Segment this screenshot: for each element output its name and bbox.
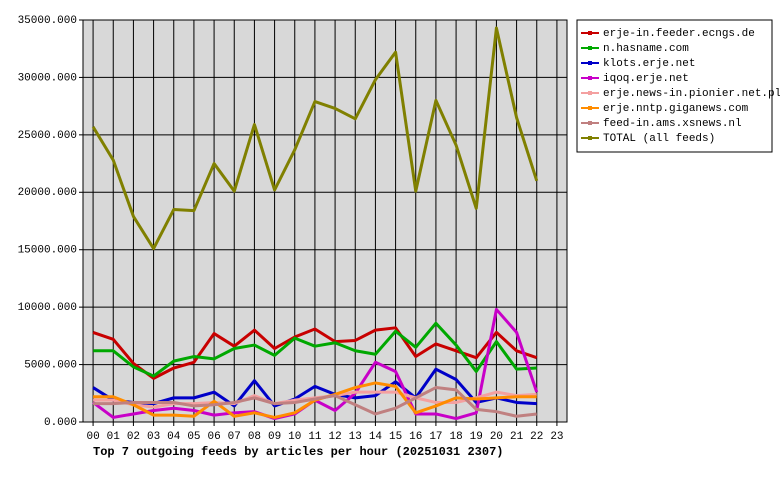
plot-area [83,20,567,422]
legend-label: erje.nntp.giganews.com [603,103,749,115]
x-tick-label: 04 [167,431,181,443]
legend-label: erje-in.feeder.ecngs.de [603,28,755,40]
legend-marker [588,46,592,50]
x-tick-label: 19 [470,431,483,443]
x-tick-label: 17 [429,431,442,443]
x-tick-label: 10 [288,431,301,443]
legend-label: feed-in.ams.xsnews.nl [603,118,742,130]
series-line [92,367,537,408]
x-tick-label: 12 [328,431,341,443]
x-tick-label: 11 [308,431,322,443]
x-tick-label: 02 [127,431,140,443]
x-tick-label: 13 [349,431,362,443]
x-tick-label: 16 [409,431,422,443]
legend: erje-in.feeder.ecngs.de n.hasname.com klot… [576,19,780,153]
x-tick-label: 15 [389,431,402,443]
y-tick-label: 15000.000 [18,245,77,257]
series-line [91,26,539,251]
x-tick-label: 21 [510,431,524,443]
y-tick-label: 5000.000 [24,359,77,371]
legend-box [576,19,773,153]
x-tick-label: 09 [268,431,281,443]
legend-label: klots.erje.net [603,58,695,70]
y-tick-label: 0.000 [44,417,77,429]
x-tick-label: 18 [449,431,462,443]
x-tick-label: 22 [530,431,543,443]
y-tick-label: 25000.000 [18,130,77,142]
x-tick-label: 06 [207,431,220,443]
x-tick-label: 05 [187,431,200,443]
legend-marker [588,76,592,80]
x-tick-label: 14 [369,431,383,443]
y-tick-label: 35000.000 [18,15,77,27]
series-line [93,321,537,378]
legend-marker [588,121,592,125]
legend-marker [588,136,592,140]
legend-marker [588,31,592,35]
legend-label: iqoq.erje.net [603,73,689,85]
lines [91,26,539,421]
y-tick-label: 30000.000 [18,72,77,84]
plot-frame [82,19,568,423]
x-tick-label: 07 [228,431,241,443]
y-tick-label: 10000.000 [18,302,77,314]
series-line [93,386,537,418]
legend-marker [588,61,592,65]
legend-label: n.hasname.com [603,43,689,55]
legend-label: TOTAL (all feeds) [603,133,715,145]
legend-marker [588,106,592,110]
x-tick-label: 23 [550,431,563,443]
x-tick-label: 08 [248,431,261,443]
x-tick-label: 03 [147,431,160,443]
x-tick-label: 20 [490,431,503,443]
legend-label: erje.news-in.pionier.net.pl [603,88,780,100]
x-tick-label: 00 [86,431,99,443]
legend-marker [588,91,592,95]
y-tick-label: 20000.000 [18,187,77,199]
chart-title: Top 7 outgoing feeds by articles per hou… [93,445,503,459]
x-tick-label: 01 [107,431,121,443]
